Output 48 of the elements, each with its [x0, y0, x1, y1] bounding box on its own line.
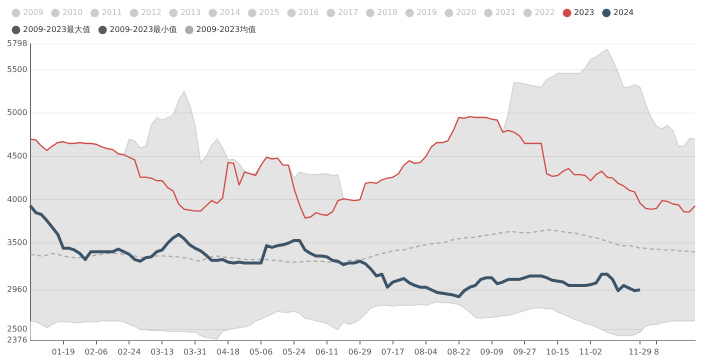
legend-label: 2016 [298, 8, 319, 18]
legend-label: 2009-2023均值 [196, 25, 256, 34]
x-tick-label: 01-19 [52, 347, 75, 356]
x-tick-label: 03-31 [184, 347, 207, 356]
x-tick-label: 03-13 [150, 347, 174, 356]
y-tick-label: 4500 [7, 152, 28, 161]
y-tick-label: 2376 [7, 335, 28, 344]
x-tick-label: 8 [654, 347, 660, 356]
x-tick-label: 02-06 [84, 347, 108, 356]
legend-label: 2012 [141, 8, 162, 18]
x-tick-label: 11-29 [628, 347, 652, 356]
legend-label: 2019 [416, 8, 437, 18]
x-tick-label: 11-02 [579, 347, 602, 356]
x-tick-label: 05-06 [249, 347, 273, 356]
x-tick-label: 08-22 [447, 347, 470, 356]
x-tick-label: 09-27 [513, 347, 536, 356]
legend-label: 2024 [613, 8, 634, 18]
legend-label: 2009-2023最大值 [23, 25, 91, 34]
legend-label: 2020 [456, 8, 476, 18]
x-tick-label: 02-24 [118, 347, 141, 356]
legend-label: 2009-2023最小值 [110, 25, 178, 34]
y-tick-label: 4000 [7, 194, 28, 204]
legend-label: 2009 [23, 8, 44, 18]
legend-label: 2015 [259, 8, 280, 18]
x-tick-label: 05-24 [282, 347, 306, 356]
legend-label: 2010 [62, 8, 83, 18]
y-tick-label: 3500 [7, 238, 28, 248]
legend-label: 2011 [102, 8, 122, 18]
y-tick-label: 5500 [7, 64, 28, 74]
legend-label: 2021 [495, 8, 516, 18]
legend-label: 2022 [534, 8, 556, 18]
legend-label: 2013 [180, 8, 201, 18]
x-tick-label: 09-09 [480, 347, 504, 356]
y-tick-label: 2960 [7, 284, 28, 294]
x-tick-label: 07-17 [381, 347, 405, 356]
x-tick-label: 08-04 [414, 347, 438, 356]
line-series [30, 229, 696, 264]
legend-label: 2017 [338, 8, 358, 18]
y-tick-label: 5798 [7, 39, 28, 48]
x-tick-label: 06-29 [348, 347, 372, 356]
x-tick-label: 10-15 [546, 347, 570, 356]
x-tick-label: 06-11 [315, 347, 339, 356]
x-tick-label: 04-18 [216, 347, 240, 356]
legend-label: 2014 [220, 8, 240, 18]
y-tick-label: 5000 [7, 108, 28, 118]
y-tick-label: 2500 [7, 324, 28, 334]
legend-label: 2018 [377, 8, 398, 18]
legend-label: 2023 [574, 8, 594, 18]
